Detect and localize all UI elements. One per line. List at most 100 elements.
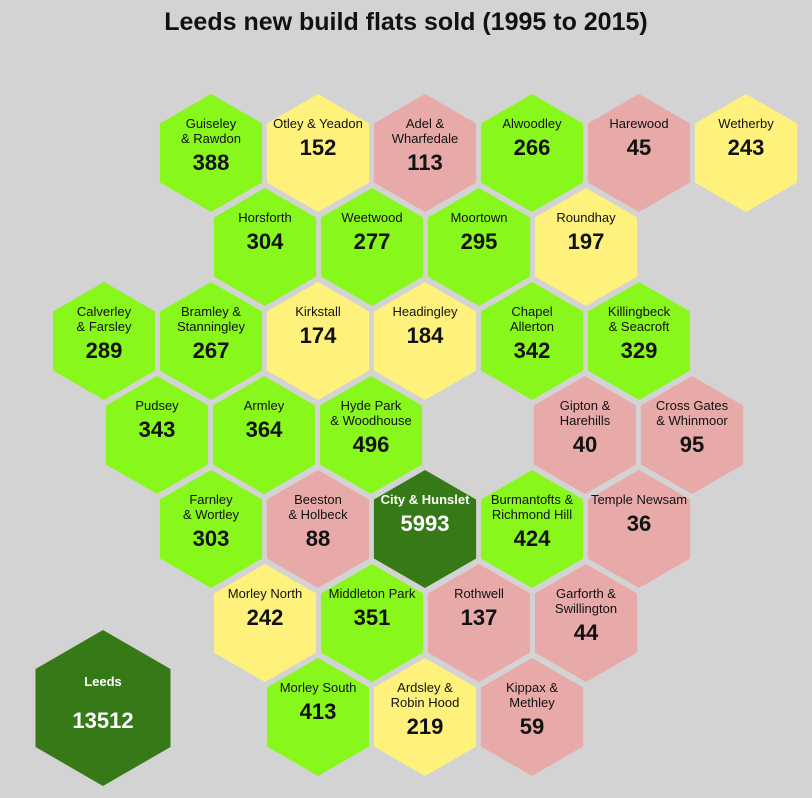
ward-name-line-1: Killingbeck: [608, 304, 671, 319]
ward-name-line-1: Garforth &: [556, 586, 616, 601]
ward-hex-shape: [266, 94, 370, 212]
ward-name: Middleton Park: [329, 586, 416, 601]
ward-hex-hyde-park-and-woodhouse: Hyde Park& Woodhouse 496: [319, 376, 423, 494]
ward-value: 59: [520, 714, 544, 739]
ward-name: Morley South: [280, 680, 357, 695]
ward-hex-shape: [534, 564, 638, 682]
ward-value: 496: [353, 432, 390, 457]
ward-name-line-2: & Farsley: [77, 319, 132, 334]
ward-hex-kirkstall: Kirkstall 174: [266, 282, 370, 400]
ward-value: 343: [139, 417, 176, 442]
ward-name: City & Hunslet: [381, 492, 471, 507]
ward-value: 5993: [401, 511, 450, 536]
ward-hex-shape: [320, 564, 424, 682]
ward-hex-killingbeck-and-seacroft: Killingbeck& Seacroft 329: [587, 282, 691, 400]
ward-value: 295: [461, 229, 498, 254]
ward-hex-shape: [105, 376, 209, 494]
ward-hex-shape: [640, 376, 744, 494]
ward-name: Morley North: [228, 586, 302, 601]
ward-hex-shape: [427, 188, 531, 306]
ward-name-line-2: Richmond Hill: [492, 507, 572, 522]
ward-hex-shape: [266, 658, 370, 776]
ward-hex-shape: [373, 658, 477, 776]
ward-hex-shape: [373, 94, 477, 212]
ward-value: 242: [247, 605, 284, 630]
ward-name-line-2: & Seacroft: [609, 319, 670, 334]
ward-hex-roundhay: Roundhay 197: [534, 188, 638, 306]
ward-hex-shape: [587, 94, 691, 212]
ward-hex-farnley-and-wortley: Farnley& Wortley 303: [159, 470, 263, 588]
ward-value: 243: [728, 135, 765, 160]
ward-value: 267: [193, 338, 230, 363]
ward-name-line-1: Gipton &: [560, 398, 611, 413]
ward-hex-wetherby: Wetherby 243: [694, 94, 798, 212]
ward-name-line-1: Adel &: [406, 116, 445, 131]
ward-hex-shape: [159, 470, 263, 588]
ward-hex-middleton-park: Middleton Park 351: [320, 564, 424, 682]
ward-hex-calverley-and-farsley: Calverley& Farsley 289: [52, 282, 156, 400]
ward-name-line-2: & Holbeck: [288, 507, 348, 522]
ward-name-line-2: Wharfedale: [392, 131, 458, 146]
total-hex-leeds: Leeds 13512: [35, 630, 171, 786]
ward-name-line-2: & Wortley: [183, 507, 240, 522]
ward-hex-armley: Armley 364: [212, 376, 316, 494]
ward-name: Horsforth: [238, 210, 291, 225]
ward-name: Pudsey: [135, 398, 179, 413]
ward-name-line-2: & Whinmoor: [656, 413, 728, 428]
ward-value: 44: [574, 620, 599, 645]
ward-hex-bramley-and-stanningley: Bramley &Stanningley 267: [159, 282, 263, 400]
ward-name-line-1: Cross Gates: [656, 398, 729, 413]
ward-hex-shape: [373, 282, 477, 400]
ward-name-line-2: Robin Hood: [391, 695, 460, 710]
ward-name-line-2: Swillington: [555, 601, 617, 616]
ward-hex-pudsey: Pudsey 343: [105, 376, 209, 494]
ward-name-line-1: Burmantofts &: [491, 492, 574, 507]
ward-hex-shape: [159, 94, 263, 212]
ward-hex-shape: [587, 470, 691, 588]
ward-hex-cross-gates-and-whinmoor: Cross Gates& Whinmoor 95: [640, 376, 744, 494]
ward-value: 36: [627, 511, 651, 536]
ward-hex-shape: [213, 564, 317, 682]
ward-hex-shape: [533, 376, 637, 494]
chart-title: Leeds new build flats sold (1995 to 2015…: [164, 8, 648, 36]
ward-hex-shape: [534, 188, 638, 306]
ward-name: Weetwood: [341, 210, 402, 225]
ward-hex-shape: [212, 376, 316, 494]
ward-hex-shape: [587, 282, 691, 400]
ward-hex-headingley: Headingley 184: [373, 282, 477, 400]
ward-hex-harewood: Harewood 45: [587, 94, 691, 212]
ward-value: 304: [247, 229, 284, 254]
ward-hex-rothwell: Rothwell 137: [427, 564, 531, 682]
ward-value: 219: [407, 714, 444, 739]
ward-hex-moortown: Moortown 295: [427, 188, 531, 306]
ward-name: Headingley: [392, 304, 458, 319]
ward-hex-gipton-and-harehills: Gipton &Harehills 40: [533, 376, 637, 494]
ward-value: 424: [514, 526, 551, 551]
ward-value: 342: [514, 338, 551, 363]
ward-value: 303: [193, 526, 230, 551]
ward-value: 388: [193, 150, 230, 175]
ward-hex-otley-and-yeadon: Otley & Yeadon 152: [266, 94, 370, 212]
ward-name: Roundhay: [556, 210, 616, 225]
ward-name-line-2: Harehills: [560, 413, 611, 428]
ward-hex-shape: [52, 282, 156, 400]
ward-hex-city-and-hunslet: City & Hunslet 5993: [373, 470, 477, 588]
ward-name-line-1: Bramley &: [181, 304, 241, 319]
ward-name: Moortown: [450, 210, 507, 225]
ward-hex-shape: [320, 188, 424, 306]
ward-hex-shape: [480, 470, 584, 588]
total-hex-shape: [35, 630, 171, 786]
ward-hex-shape: [266, 470, 370, 588]
ward-hex-temple-newsam: Temple Newsam 36: [587, 470, 691, 588]
ward-name-line-2: Allerton: [510, 319, 554, 334]
ward-hex-shape: [373, 470, 477, 588]
ward-value: 174: [300, 323, 337, 348]
ward-value: 95: [680, 432, 704, 457]
ward-name-line-2: & Woodhouse: [330, 413, 411, 428]
ward-hex-alwoodley: Alwoodley 266: [480, 94, 584, 212]
ward-name: Rothwell: [454, 586, 504, 601]
ward-name-line-1: Hyde Park: [341, 398, 402, 413]
ward-hex-shape: [159, 282, 263, 400]
